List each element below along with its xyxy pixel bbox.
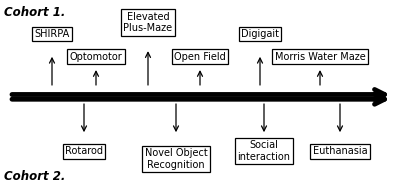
Text: Morris Water Maze: Morris Water Maze	[275, 52, 365, 62]
Text: Elevated
Plus-Maze: Elevated Plus-Maze	[124, 12, 172, 33]
Text: Euthanasia: Euthanasia	[313, 146, 367, 156]
Text: Cohort 2.: Cohort 2.	[4, 170, 65, 183]
Text: Social
interaction: Social interaction	[238, 140, 290, 162]
Text: Digigait: Digigait	[241, 29, 279, 39]
Text: Open Field: Open Field	[174, 52, 226, 62]
Text: Optomotor: Optomotor	[70, 52, 122, 62]
Text: Rotarod: Rotarod	[65, 146, 103, 156]
Text: SHIRPA: SHIRPA	[34, 29, 70, 39]
Text: Novel Object
Recognition: Novel Object Recognition	[145, 148, 207, 170]
Text: Cohort 1.: Cohort 1.	[4, 6, 65, 19]
